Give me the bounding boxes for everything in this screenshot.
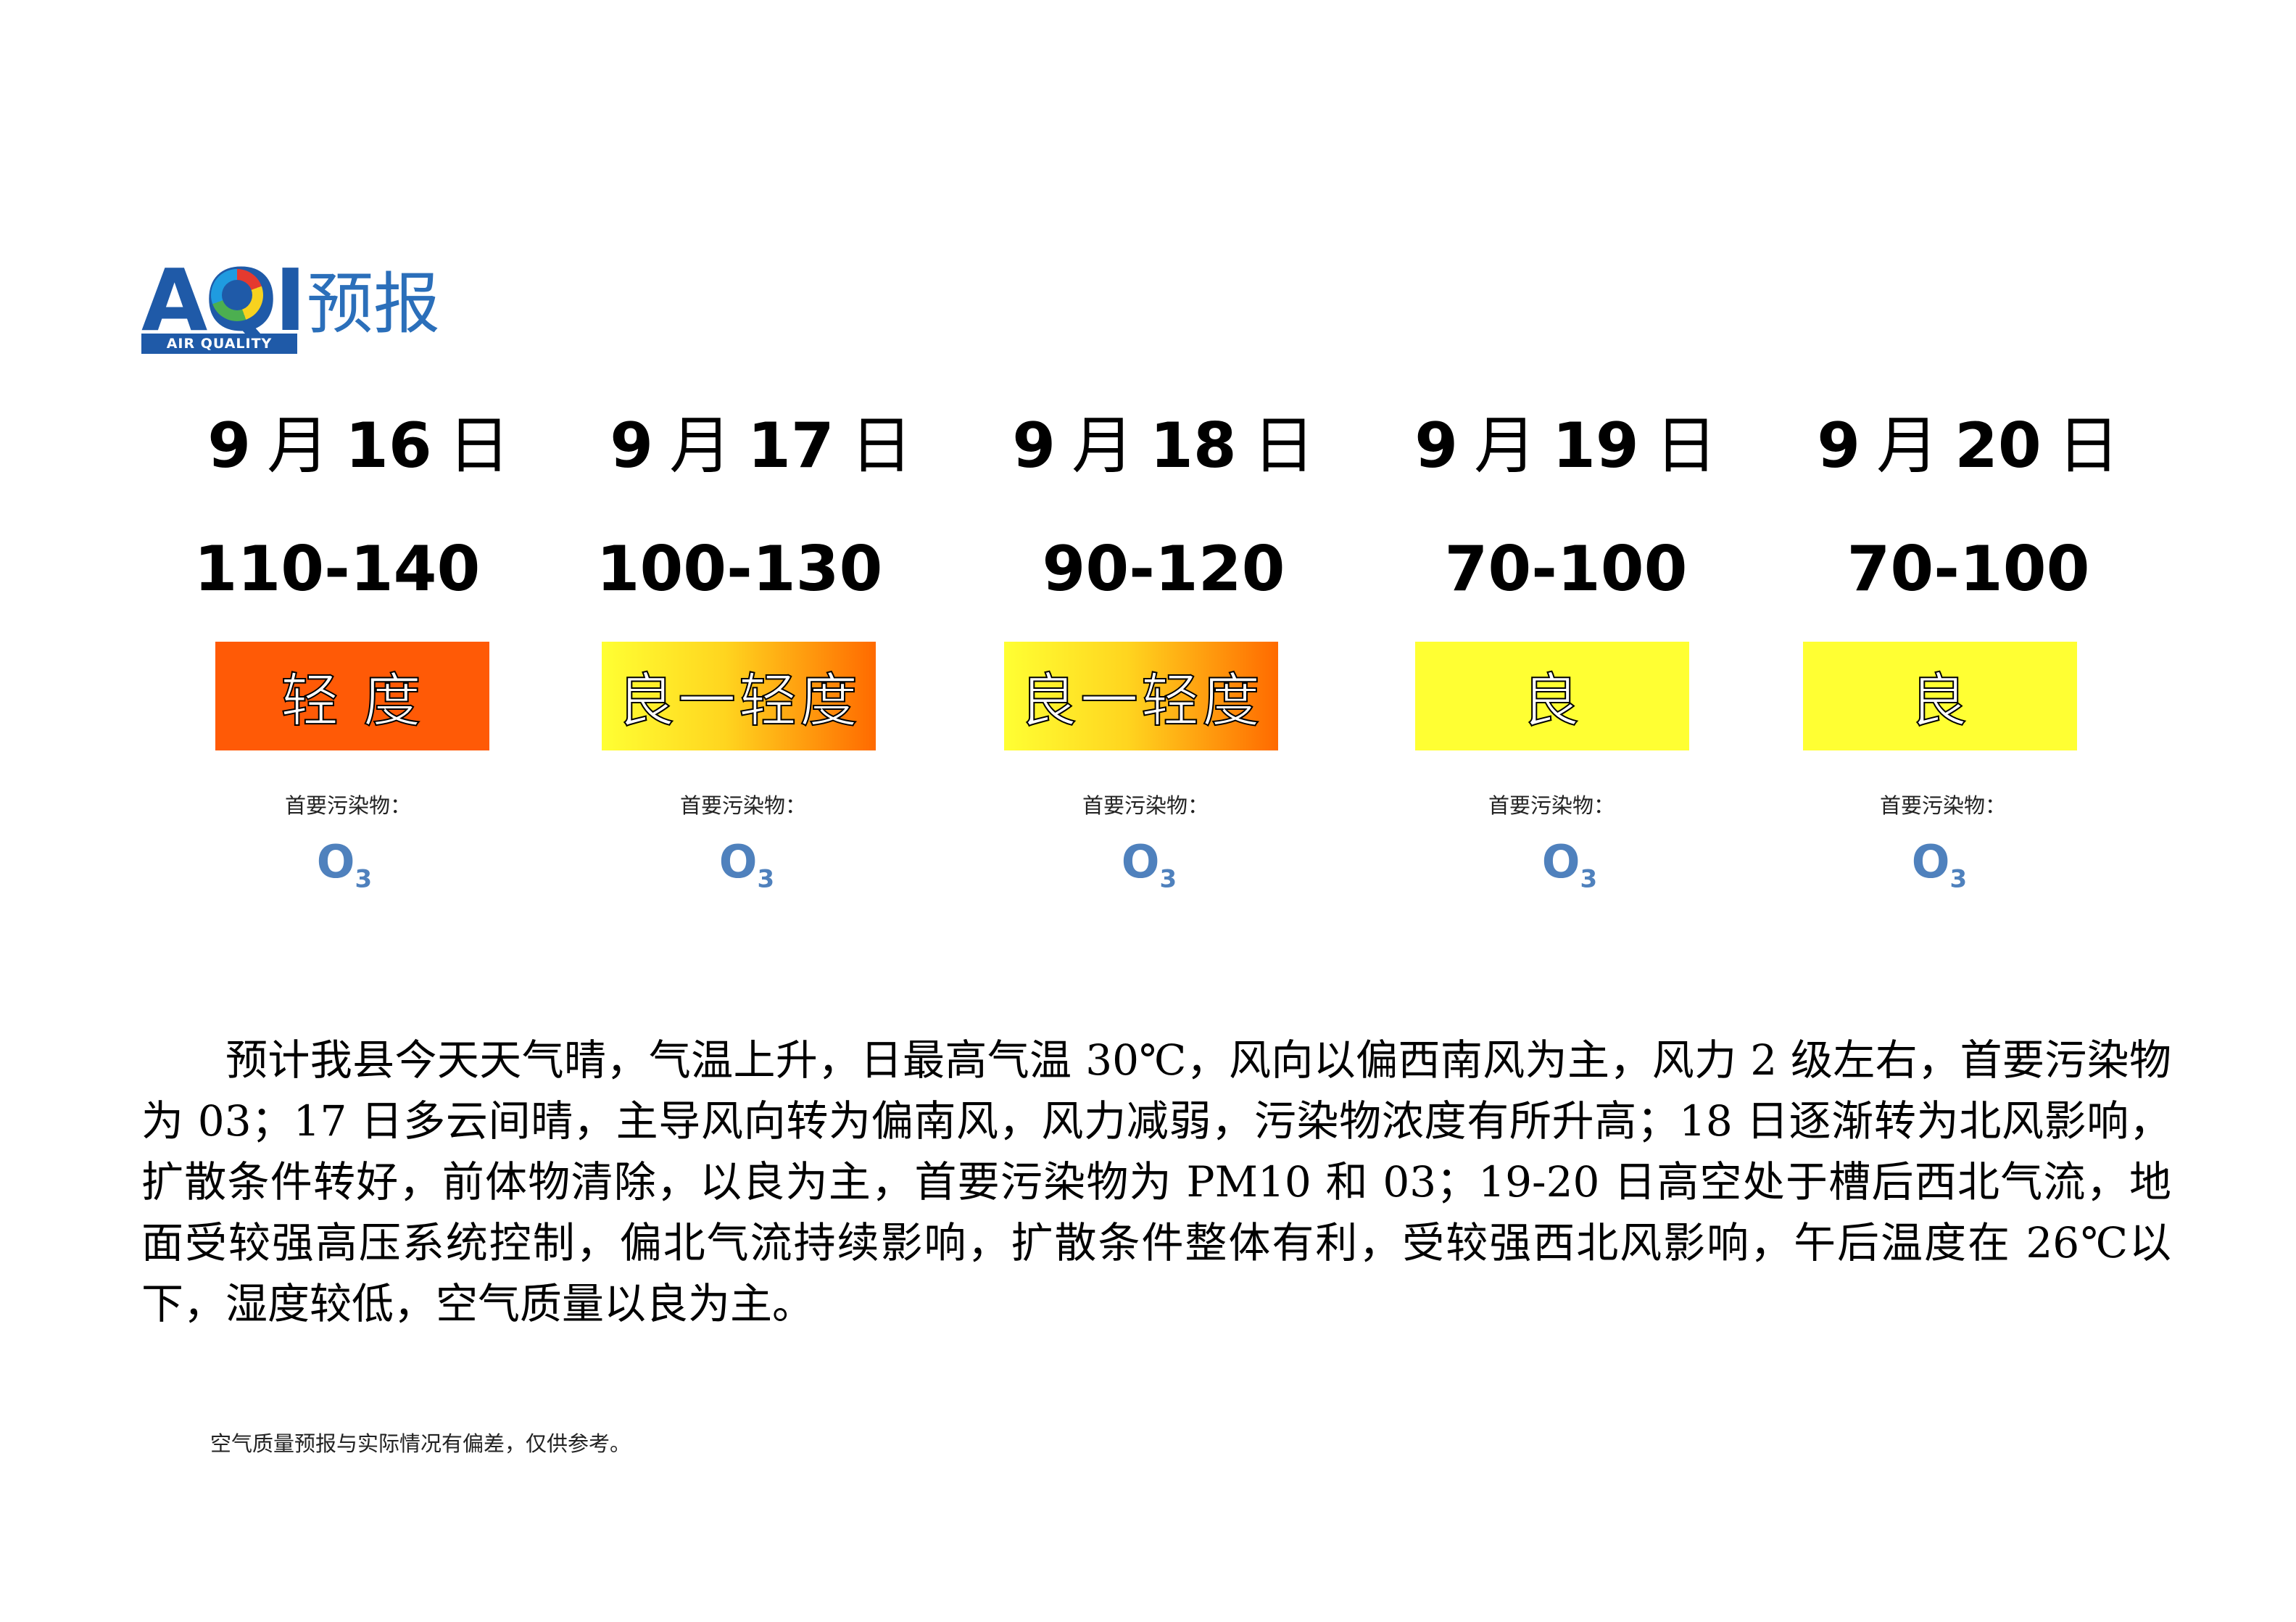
aqi-subtitle: AIR QUALITY INDEX <box>141 334 297 372</box>
pollutant-label: 首要污染物： <box>1082 793 1209 818</box>
level-badge: 良一轻度 <box>602 642 876 750</box>
aqi-range: 100-130 <box>596 533 883 605</box>
pollutant-value: O3 <box>718 835 775 894</box>
pollutant-label: 首要污染物： <box>679 793 806 818</box>
forecast-description: 预计我县今天天气晴，气温上升，日最高气温 30℃，风向以偏西南风为主，风力 2 … <box>141 1035 2171 1328</box>
pollutant-value: O3 <box>316 835 373 894</box>
forecast-day: 9 月 16 日 110-140 轻 度 首要污染物： O3 <box>170 392 547 899</box>
disclaimer: 空气质量预报与实际情况有偏差，仅供参考。 <box>210 1431 631 1456</box>
forecast-title: 预报 <box>307 265 441 343</box>
level-badge: 良 <box>1415 642 1689 750</box>
aqi-range: 110-140 <box>194 533 481 605</box>
forecast-day: 9 月 19 日 70-100 良 首要污染物： O3 <box>1377 392 1754 899</box>
forecast-day: 9 月 20 日 70-100 良 首要污染物： O3 <box>1780 392 2157 899</box>
forecast-date: 9 月 20 日 <box>1817 410 2120 482</box>
forecast-date: 9 月 17 日 <box>610 410 913 482</box>
level-badge: 良 <box>1803 642 2077 750</box>
pollutant-value: O3 <box>1911 835 1968 894</box>
pollutant-label: 首要污染物： <box>1879 793 2006 818</box>
level-badge: 良一轻度 <box>1004 642 1278 750</box>
globe-icon <box>211 269 263 321</box>
forecast-date: 9 月 16 日 <box>207 410 510 482</box>
aqi-range: 90-120 <box>1042 533 1285 605</box>
forecast-day: 9 月 17 日 100-130 良一轻度 首要污染物： O3 <box>573 392 950 899</box>
aqi-logo-mark: AQI AIR QUALITY INDEX <box>141 257 307 372</box>
aqi-range: 70-100 <box>1444 533 1688 605</box>
pollutant-value: O3 <box>1121 835 1177 894</box>
aqi-range: 70-100 <box>1847 533 2090 605</box>
pollutant-label: 首要污染物： <box>1488 793 1615 818</box>
pollutant-value: O3 <box>1541 835 1598 894</box>
aqi-logo: AQI AIR QUALITY INDEX 预报 <box>141 257 453 372</box>
forecast-date: 9 月 18 日 <box>1012 410 1315 482</box>
level-badge: 轻 度 <box>215 642 489 750</box>
forecast-day: 9 月 18 日 90-120 良一轻度 首要污染物： O3 <box>975 392 1352 899</box>
pollutant-label: 首要污染物： <box>284 793 411 818</box>
forecast-date: 9 月 19 日 <box>1414 410 1717 482</box>
